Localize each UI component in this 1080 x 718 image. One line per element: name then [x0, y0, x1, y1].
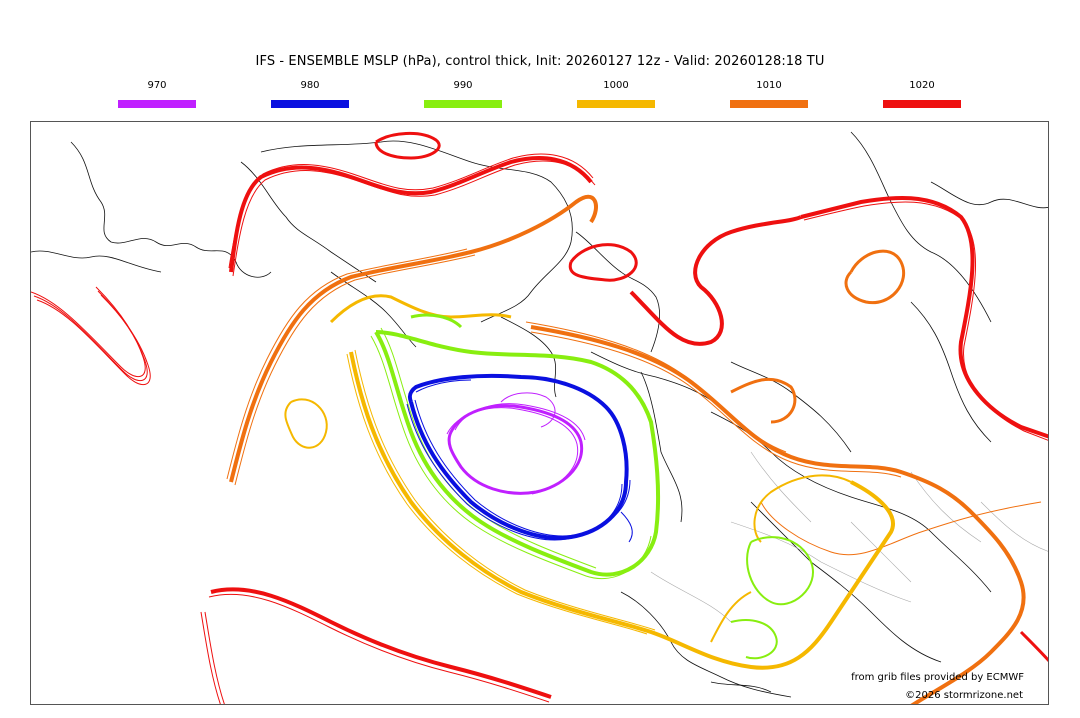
isobar-1000 [284, 294, 895, 670]
copyright-credit: ©2026 stormrizone.net [905, 690, 1023, 701]
legend-swatch [118, 100, 196, 108]
isobar-980 [406, 373, 633, 543]
isobar-legend: 970 980 990 1000 1010 1020 [0, 80, 1080, 112]
isobar-990 [370, 313, 814, 660]
legend-swatch [424, 100, 502, 108]
legend-item-1020: 1020 [883, 80, 961, 108]
map-panel [30, 121, 1049, 705]
legend-label: 990 [453, 80, 473, 91]
legend-item-990: 990 [424, 80, 502, 108]
legend-item-970: 970 [118, 80, 196, 108]
isobar-map [31, 131, 1048, 704]
legend-label: 1010 [756, 80, 782, 91]
isobar-1010 [226, 194, 1042, 704]
legend-swatch [271, 100, 349, 108]
isobar-1020 [31, 131, 1048, 704]
legend-swatch [883, 100, 961, 108]
chart-title: IFS - ENSEMBLE MSLP (hPa), control thick… [255, 54, 825, 69]
legend-label: 1000 [603, 80, 629, 91]
legend-swatch [730, 100, 808, 108]
data-source-credit: from grib files provided by ECMWF [851, 672, 1024, 683]
legend-item-980: 980 [271, 80, 349, 108]
legend-label: 980 [300, 80, 320, 91]
legend-item-1010: 1010 [730, 80, 808, 108]
legend-item-1000: 1000 [577, 80, 655, 108]
isobar-970 [446, 392, 586, 495]
legend-label: 1020 [909, 80, 935, 91]
legend-swatch [577, 100, 655, 108]
legend-label: 970 [147, 80, 167, 91]
